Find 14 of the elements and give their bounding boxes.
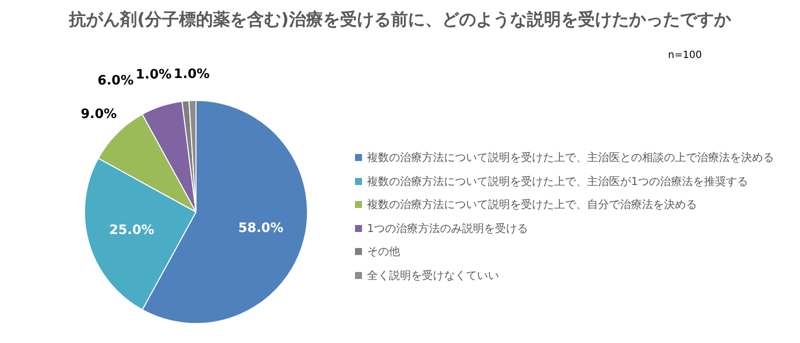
data-label: 1.0% — [136, 67, 172, 82]
legend-label: 複数の治療方法について説明を受けた上で、主治医との相談の上で治療法を決める — [367, 150, 774, 166]
legend-label: 複数の治療方法について説明を受けた上で、主治医が1つの治療法を推奨する — [367, 174, 748, 189]
data-label: 9.0% — [80, 107, 117, 122]
legend-label: 複数の治療方法について説明を受けた上で、自分で治療法を決める — [367, 197, 697, 212]
legend-label: 全く説明を受けなくていい — [367, 268, 499, 283]
data-label: 58.0% — [238, 221, 284, 236]
data-label: 25.0% — [109, 223, 154, 238]
legend-label: その他 — [367, 244, 400, 260]
data-label: 1.0% — [174, 66, 210, 82]
legend-label: 1つの治療方法のみ説明を受ける — [367, 220, 528, 236]
text: n=100 — [668, 50, 702, 61]
chart-title: 抗がん剤(分子標的薬を含む)治療を受ける前に、どのような説明を受けたかったですか — [68, 9, 732, 31]
data-label: 6.0% — [98, 74, 134, 89]
